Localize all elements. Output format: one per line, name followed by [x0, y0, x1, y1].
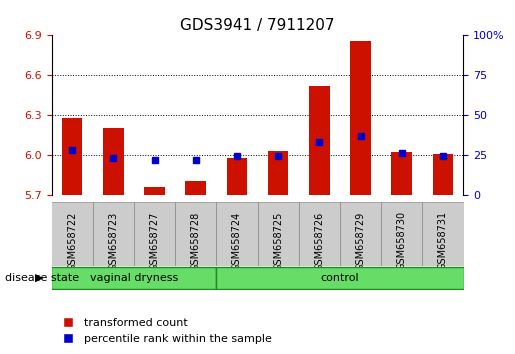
Bar — [227, 158, 247, 195]
Text: GSM658725: GSM658725 — [273, 211, 283, 271]
FancyBboxPatch shape — [134, 202, 175, 266]
Bar — [350, 41, 371, 195]
Text: GSM658730: GSM658730 — [397, 211, 407, 270]
Bar — [62, 118, 82, 195]
Text: control: control — [320, 273, 359, 283]
FancyBboxPatch shape — [340, 202, 381, 266]
FancyBboxPatch shape — [52, 202, 93, 266]
Text: GSM658728: GSM658728 — [191, 211, 201, 270]
Bar — [103, 128, 124, 195]
FancyBboxPatch shape — [175, 202, 216, 266]
Text: GSM658731: GSM658731 — [438, 211, 448, 270]
Text: GSM658729: GSM658729 — [355, 211, 366, 270]
Legend: transformed count, percentile rank within the sample: transformed count, percentile rank withi… — [57, 313, 276, 348]
FancyBboxPatch shape — [381, 202, 422, 266]
Text: GSM658722: GSM658722 — [67, 211, 77, 271]
FancyBboxPatch shape — [216, 202, 258, 266]
Text: GSM658726: GSM658726 — [314, 211, 324, 270]
FancyBboxPatch shape — [216, 267, 464, 289]
FancyBboxPatch shape — [52, 267, 216, 289]
Title: GDS3941 / 7911207: GDS3941 / 7911207 — [180, 18, 335, 33]
Bar — [144, 187, 165, 195]
Text: GSM658727: GSM658727 — [149, 211, 160, 271]
Bar — [391, 152, 412, 195]
FancyBboxPatch shape — [299, 202, 340, 266]
Text: GSM658724: GSM658724 — [232, 211, 242, 270]
Text: ▶: ▶ — [35, 273, 44, 283]
Text: GSM658723: GSM658723 — [108, 211, 118, 270]
Bar — [268, 151, 288, 195]
Text: disease state: disease state — [5, 273, 79, 283]
Text: vaginal dryness: vaginal dryness — [90, 273, 178, 283]
FancyBboxPatch shape — [422, 202, 464, 266]
Bar — [309, 86, 330, 195]
FancyBboxPatch shape — [93, 202, 134, 266]
Bar — [433, 154, 453, 195]
FancyBboxPatch shape — [258, 202, 299, 266]
Bar — [185, 181, 206, 195]
